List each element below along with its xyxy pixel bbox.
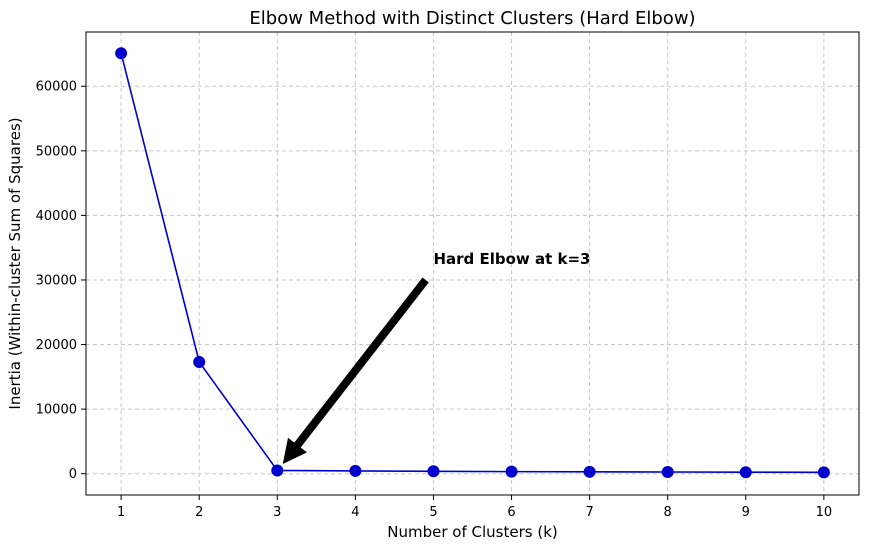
x-tick-label: 7 bbox=[585, 505, 593, 520]
data-point bbox=[817, 466, 830, 479]
x-ticks: 1 2 3 4 5 6 7 8 9 10 bbox=[117, 495, 832, 520]
data-point bbox=[505, 465, 518, 478]
x-tick-label: 2 bbox=[195, 505, 203, 520]
annotation-arrow-head bbox=[282, 437, 307, 465]
series-line bbox=[120, 53, 824, 474]
x-tick-label: 1 bbox=[117, 505, 125, 520]
annotation-group: Hard Elbow at k=3 bbox=[282, 250, 591, 465]
y-tick-label: 50000 bbox=[36, 144, 77, 159]
y-tick-label: 10000 bbox=[36, 403, 77, 418]
annotation-text: Hard Elbow at k=3 bbox=[433, 250, 590, 268]
data-point bbox=[739, 466, 752, 479]
data-point bbox=[661, 466, 674, 479]
x-tick-label: 9 bbox=[742, 505, 750, 520]
x-tick-label: 8 bbox=[664, 505, 672, 520]
plot-frame bbox=[85, 31, 860, 496]
x-tick-label: 3 bbox=[273, 505, 281, 520]
data-point bbox=[193, 355, 206, 368]
data-point bbox=[115, 47, 128, 60]
y-tick-label: 0 bbox=[69, 467, 77, 482]
chart-title: Elbow Method with Distinct Clusters (Har… bbox=[249, 8, 695, 29]
x-tick-label: 5 bbox=[429, 505, 437, 520]
annotation-arrow-shaft bbox=[293, 277, 429, 450]
y-ticks: 0 10000 20000 30000 40000 50000 60000 bbox=[36, 80, 86, 482]
x-tick-label: 10 bbox=[816, 505, 833, 520]
data-point bbox=[427, 465, 440, 478]
x-axis-label: Number of Clusters (k) bbox=[387, 523, 557, 541]
y-tick-label: 20000 bbox=[36, 338, 77, 353]
grid bbox=[86, 32, 859, 495]
series-group bbox=[115, 47, 830, 479]
y-tick-label: 60000 bbox=[36, 80, 77, 95]
y-tick-label: 40000 bbox=[36, 209, 77, 224]
data-point bbox=[271, 464, 284, 477]
y-axis-label: Inertia (Within-cluster Sum of Squares) bbox=[6, 117, 24, 409]
x-tick-label: 6 bbox=[507, 505, 515, 520]
data-point bbox=[583, 465, 596, 478]
data-point bbox=[349, 464, 362, 477]
x-tick-label: 4 bbox=[351, 505, 359, 520]
y-tick-label: 30000 bbox=[36, 273, 77, 288]
